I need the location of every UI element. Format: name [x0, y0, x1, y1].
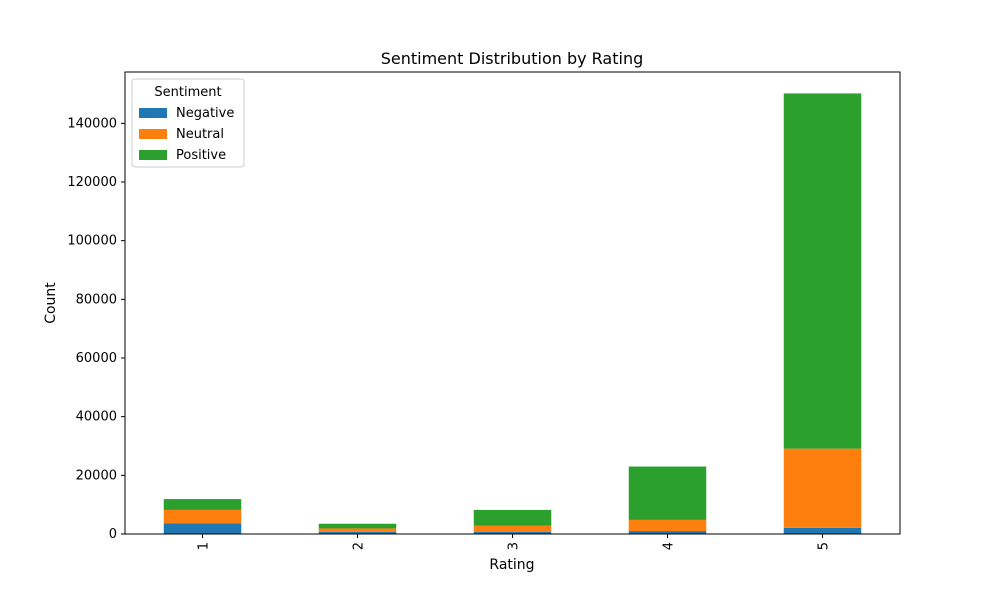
y-tick-label: 0 [109, 527, 117, 542]
legend-swatch-positive [139, 150, 167, 160]
bar-positive-rating-3 [473, 509, 552, 526]
chart-title: Sentiment Distribution by Rating [381, 49, 644, 68]
bar-positive-rating-2 [318, 523, 397, 529]
x-tick-label: 4 [662, 542, 677, 550]
legend-swatch-negative [139, 108, 167, 118]
legend-frame [131, 78, 245, 168]
y-tick-label: 80000 [76, 292, 117, 307]
y-tick-label: 20000 [76, 468, 117, 483]
bar-positive-rating-1 [163, 499, 242, 510]
x-axis-label: Rating [489, 557, 534, 573]
bars-layer [163, 93, 862, 534]
legend-label-negative: Negative [176, 106, 234, 121]
legend-label-positive: Positive [176, 148, 226, 163]
bar-neutral-rating-2 [318, 528, 397, 532]
bar-neutral-rating-4 [628, 519, 707, 532]
bar-neutral-rating-5 [783, 448, 862, 528]
y-tick-label: 140000 [67, 116, 117, 131]
bar-negative-rating-2 [318, 531, 397, 534]
plot-frame [124, 71, 901, 535]
bar-negative-rating-5 [783, 527, 862, 534]
legend-label-neutral: Neutral [176, 127, 224, 142]
bar-negative-rating-3 [473, 531, 552, 534]
bar-negative-rating-4 [628, 531, 707, 534]
legend-title: Sentiment [154, 85, 221, 100]
bar-neutral-rating-1 [163, 509, 242, 524]
y-tick-label: 40000 [76, 410, 117, 425]
y-tick-label: 120000 [67, 175, 117, 190]
x-tick-label: 3 [507, 542, 522, 550]
bar-negative-rating-1 [163, 523, 242, 534]
y-axis-label: Count [43, 282, 59, 324]
bar-positive-rating-4 [628, 466, 707, 520]
bar-positive-rating-5 [783, 93, 862, 449]
bar-neutral-rating-3 [473, 525, 552, 532]
x-axis: 1 2 3 4 5 [197, 534, 832, 550]
legend-swatch-neutral [139, 129, 167, 139]
x-tick-label: 1 [197, 542, 212, 550]
x-tick-label: 5 [817, 542, 832, 550]
y-axis: 0 20000 40000 60000 80000 100000 120000 140000 [67, 116, 125, 542]
legend: Sentiment Negative Neutral Positive [131, 78, 245, 168]
y-tick-label: 60000 [76, 351, 117, 366]
x-tick-label: 2 [352, 542, 367, 550]
y-tick-label: 100000 [67, 234, 117, 249]
